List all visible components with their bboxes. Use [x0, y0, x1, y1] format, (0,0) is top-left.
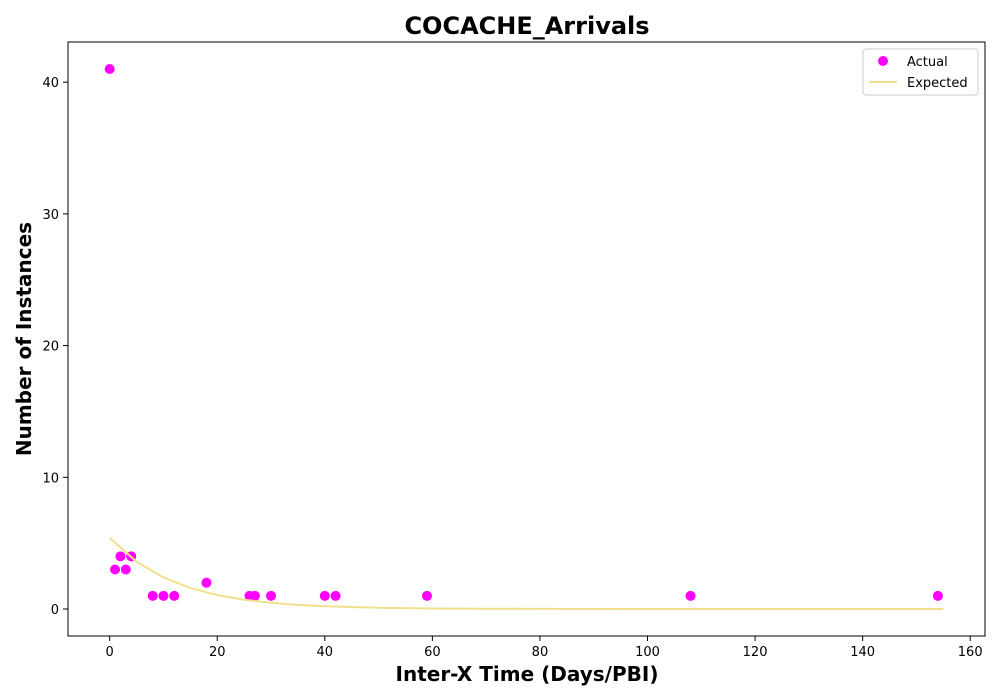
expected-line [109, 537, 944, 610]
actual-point [201, 577, 212, 588]
x-tick-label: 20 [209, 645, 226, 660]
legend-box [862, 48, 979, 96]
y-tick-label: 20 [42, 340, 59, 355]
actual-point [266, 590, 277, 601]
actual-point [104, 64, 115, 74]
x-tick-label: 140 [850, 645, 875, 660]
axes: 0 20 40 60 80 100 120 140 160 0 10 20 30 40 [42, 41, 986, 660]
x-tick-label: 100 [635, 645, 660, 660]
legend-marker-swatch [878, 56, 888, 66]
plot-marks [104, 64, 944, 610]
x-tick-label: 0 [106, 645, 114, 660]
x-tick-label: 60 [424, 645, 441, 660]
actual-point [330, 590, 341, 601]
x-tick-label: 40 [317, 645, 334, 660]
actual-point [158, 590, 169, 601]
plot-frame [67, 41, 986, 637]
legend-label: Expected [907, 76, 968, 91]
y-tick-label: 10 [42, 471, 59, 486]
actual-point [110, 564, 121, 575]
chart-title: COCACHE_Arrivals [404, 12, 649, 40]
actual-point [319, 590, 330, 601]
actual-point [115, 551, 126, 562]
x-tick-label: 160 [958, 645, 983, 660]
y-axis-label: Number of Instances [12, 222, 36, 456]
actual-point [685, 590, 696, 601]
actual-point [169, 590, 180, 601]
x-tick-label: 80 [532, 645, 549, 660]
actual-point [422, 590, 432, 601]
actual-point [120, 564, 131, 575]
y-tick-label: 30 [42, 208, 59, 223]
legend: Actual Expected [862, 48, 979, 96]
actual-point [147, 590, 158, 601]
legend-label: Actual [907, 55, 948, 70]
actual-point [249, 590, 260, 601]
y-tick-label: 40 [42, 76, 59, 91]
x-axis-label: Inter-X Time (Days/PBI) [396, 662, 659, 686]
y-tick-label: 0 [51, 603, 59, 618]
x-tick-label: 120 [743, 645, 768, 660]
actual-point [932, 590, 943, 601]
